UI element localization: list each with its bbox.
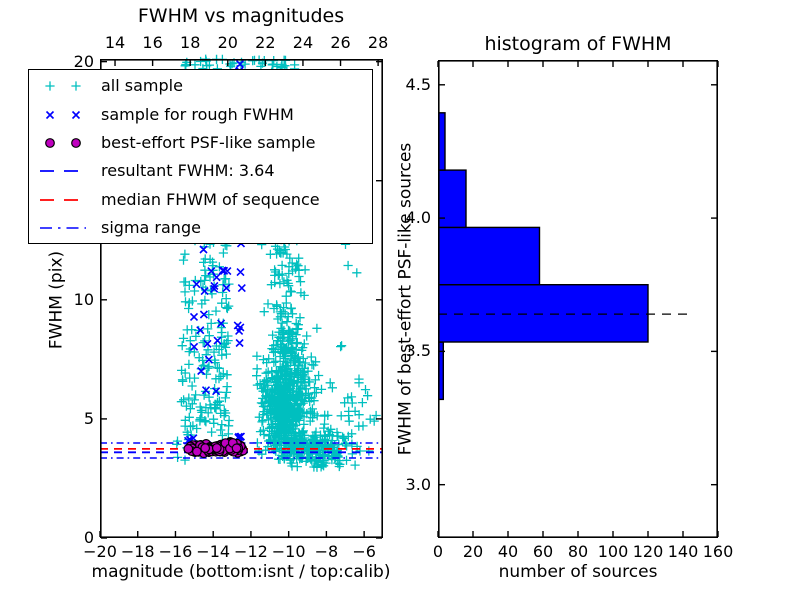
legend-item-5: sigma range [29, 214, 372, 242]
right-plot-xlabel: number of sources [498, 562, 658, 582]
top-tick-label: 16 [142, 33, 163, 52]
y-tick-label: 0 [83, 528, 94, 547]
right-plot-spines [438, 60, 718, 538]
top-tick-label: 14 [104, 33, 126, 52]
x-tick-label: −6 [352, 542, 376, 561]
x-tick-label: −14 [196, 542, 231, 561]
top-tick-label: 26 [330, 33, 351, 52]
legend-item-1: sample for rough FWHM [29, 100, 372, 128]
dashdot-legend-marker-icon [40, 227, 86, 229]
psf-circle [183, 444, 194, 454]
left-plot-title: FWHM vs magnitudes [137, 5, 345, 27]
x-tick-label: −18 [120, 542, 155, 561]
y-tick-label: 4.5 [405, 74, 431, 94]
legend-box: all sample sample for rough FWHM best-effo… [28, 69, 373, 244]
hist-bar [438, 283, 649, 343]
x-tick-label: 40 [497, 542, 519, 561]
x-tick-label: −10 [271, 542, 306, 561]
top-tick-label: 18 [180, 33, 201, 52]
legend-item-label: sample for rough FWHM [101, 104, 294, 124]
hist-bar [438, 112, 446, 171]
x-tick-label: 100 [597, 542, 629, 561]
circle-legend-marker-icon [45, 138, 81, 148]
plus-legend-marker-icon [45, 81, 81, 91]
fwhm-histogram-plot [437, 60, 719, 538]
x-legend-marker-icon [45, 110, 81, 119]
hist-bar [438, 226, 541, 286]
x-tick-label: −20 [83, 542, 117, 561]
left-plot-xlabel: magnitude (bottom:isnt / top:calib) [91, 562, 391, 582]
legend-item-label: best-effort PSF-like sample [101, 132, 316, 152]
psf-circle [231, 443, 242, 454]
right-plot-ylabel: FWHM of best-effort PSF-like sources [395, 142, 416, 456]
top-tick-label: 22 [255, 33, 276, 52]
y-tick-label: 3.5 [405, 341, 431, 361]
x-tick-label: −12 [234, 542, 268, 561]
y-tick-label: 20 [73, 51, 94, 71]
psf-circle [200, 443, 211, 454]
top-tick-label: 24 [292, 33, 314, 52]
legend-item-label: resultant FWHM: 3.64 [101, 161, 275, 181]
legend-item-4: median FHWM of sequence [29, 186, 372, 214]
top-tick-label: 28 [367, 33, 389, 52]
legend-item-2: best-effort PSF-like sample [29, 129, 372, 157]
x-tick-label: 120 [632, 542, 664, 561]
x-tick-label: 160 [702, 542, 734, 561]
y-tick-label: 3.0 [405, 474, 431, 494]
legend-item-label: sigma range [101, 218, 201, 238]
x-tick-label: 60 [532, 542, 554, 561]
fwhm-vs-magnitudes-plot [99, 54, 383, 539]
x-tick-label: 20 [462, 542, 484, 561]
dash-legend-marker-icon [40, 170, 86, 173]
y-tick-label: 5 [83, 408, 94, 428]
left-plot-ylabel: FWHM (pix) [46, 250, 67, 350]
x-tick-label: 0 [432, 542, 444, 561]
legend-item-0: all sample [29, 72, 372, 100]
legend-item-3: resultant FWHM: 3.64 [29, 157, 372, 185]
x-tick-label: 80 [567, 542, 589, 561]
y-tick-label: 10 [73, 289, 94, 309]
x-tick-label: 140 [667, 542, 699, 561]
psf-circle [211, 443, 222, 453]
legend-item-label: all sample [101, 76, 183, 96]
legend-item-label: median FHWM of sequence [101, 189, 320, 209]
y-tick-label: 4.0 [405, 208, 431, 228]
hist-bar [438, 169, 467, 229]
dash-legend-marker-icon [40, 198, 86, 201]
top-tick-label: 20 [217, 33, 238, 52]
left-plot-spines [100, 59, 383, 538]
psf-circle [191, 446, 202, 457]
psf-sample-markers [183, 437, 248, 459]
right-plot-title: histogram of FWHM [484, 33, 672, 55]
x-tick-label: −16 [158, 542, 193, 561]
x-tick-label: −8 [314, 542, 339, 561]
